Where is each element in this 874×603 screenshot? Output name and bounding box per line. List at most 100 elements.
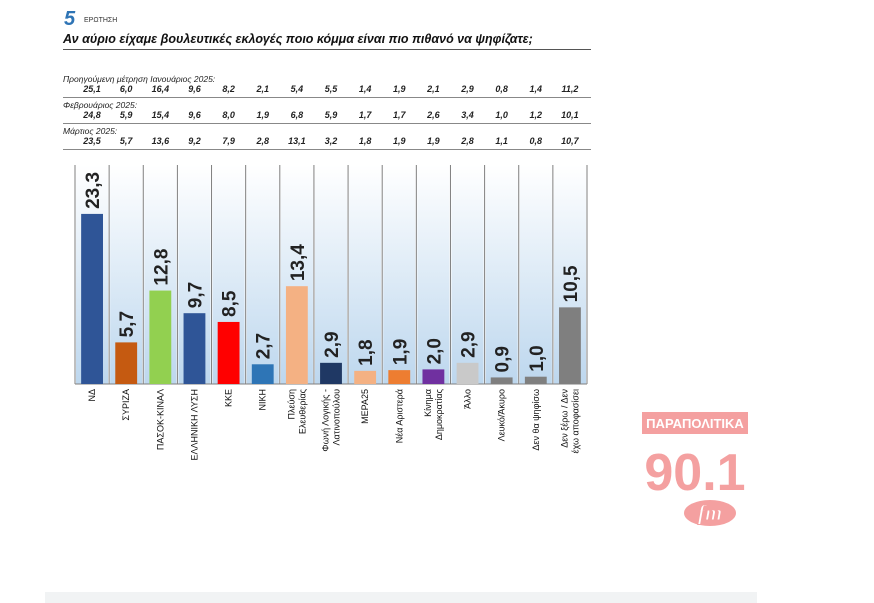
measurement-value: 5,9 <box>119 110 133 120</box>
category-label: Νέα Αριστερά <box>394 389 404 443</box>
category-label: ΣΥΡΙΖΑ <box>121 389 131 421</box>
bar <box>559 307 581 384</box>
measurement-value: 5,9 <box>324 110 338 120</box>
bar-value-label: 13,4 <box>288 244 309 281</box>
bar-value-label: 2,7 <box>254 333 275 359</box>
bar-value-label: 1,0 <box>527 345 548 371</box>
measurement-value: 6,8 <box>290 110 304 120</box>
category-label: Λευκό/Άκυρο <box>497 389 507 441</box>
category-label: ΝΙΚΗ <box>258 389 268 411</box>
category-label: ΠΑΣΟΚ-ΚΙΝΑΛ <box>155 389 165 450</box>
measurement-value: 9,6 <box>188 110 201 120</box>
measurement-value: 10,7 <box>561 136 579 146</box>
category-label: ΝΔ <box>87 389 97 402</box>
measurement-value: 11,2 <box>561 84 579 94</box>
bar <box>149 290 172 384</box>
measurement-value: 1,4 <box>358 84 372 94</box>
bar <box>217 321 240 384</box>
measurement-value: 1,2 <box>529 110 543 120</box>
category-label: Δεν θα ψηφίσω <box>531 389 541 451</box>
bar <box>490 377 513 384</box>
measurement-value: 1,7 <box>393 110 406 120</box>
measurement-value: 5,5 <box>324 84 338 94</box>
category-label: Άλλο <box>463 389 473 409</box>
measurement-value: 10,1 <box>561 110 579 120</box>
column-background <box>417 165 450 384</box>
measurement-value: 5,7 <box>119 136 133 146</box>
measurement-value: 13,6 <box>151 136 170 146</box>
measurement-value: 2,8 <box>256 136 269 146</box>
measurement-value: 5,4 <box>290 84 304 94</box>
measurement-value: 2,1 <box>427 84 440 94</box>
bar-value-label: 12,8 <box>151 249 172 286</box>
column-background <box>519 165 552 384</box>
category-label: Πλεύση <box>286 389 296 420</box>
measurement-value: 1,1 <box>495 136 508 146</box>
paraprolitika-logo: ΠΑΡΑΠΟΛΙΤΙΚΑ 90.1 fm <box>642 412 748 526</box>
measurement-value: 15,4 <box>151 110 170 120</box>
measurement-title: Φεβρουάριος 2025: <box>63 100 138 110</box>
measurement-value: 0,8 <box>529 136 543 146</box>
measurement-value: 24,8 <box>83 110 101 120</box>
question-text: Αν αύριο είχαμε βουλευτικές εκλογές ποιο… <box>63 32 533 46</box>
column-background <box>314 165 348 384</box>
logo-frequency-text: 90.1 <box>644 444 745 502</box>
measurement-value: 2,9 <box>461 84 474 94</box>
bar-value-label: 5,7 <box>117 311 138 337</box>
footer-bar <box>45 592 757 603</box>
bar-value-label: 2,9 <box>322 331 343 357</box>
measurement-value: 2,1 <box>256 84 269 94</box>
measurement-value: 1,9 <box>256 110 269 120</box>
column-background <box>451 165 484 384</box>
bar <box>115 342 138 384</box>
bar <box>183 313 206 384</box>
column-background <box>383 165 416 384</box>
bar <box>388 370 411 384</box>
bar <box>456 362 479 384</box>
measurement-value: 25,1 <box>83 84 101 94</box>
category-label: Δεν ξέρω / Δεν <box>559 389 569 448</box>
measurement-value: 2,8 <box>461 136 474 146</box>
measurement-value: 6,0 <box>119 84 133 94</box>
measurement-value: 1,8 <box>358 136 372 146</box>
bar <box>422 369 445 384</box>
category-label: Λατινοπούλου <box>332 389 342 446</box>
question-label: ΕΡΩΤΗΣΗ <box>84 17 118 24</box>
measurement-value: 1,9 <box>393 84 406 94</box>
measurement-value: 2,6 <box>427 110 440 120</box>
measurement-value: 9,2 <box>188 136 201 146</box>
measurement-value: 23,5 <box>83 136 101 146</box>
bar <box>354 370 377 384</box>
measurement-value: 16,4 <box>151 84 170 94</box>
column-background <box>349 165 382 384</box>
measurement-value: 1,7 <box>358 110 372 120</box>
category-label: ΜΕΡΑ25 <box>360 389 370 424</box>
measurement-value: 0,8 <box>495 84 508 94</box>
measurement-separator <box>63 149 591 150</box>
question-number: 5 <box>64 8 76 30</box>
measurement-value: 8,2 <box>222 84 235 94</box>
measurement-value: 1,0 <box>495 110 508 120</box>
logo-brand-text: ΠΑΡΑΠΟΛΙΤΙΚΑ <box>646 416 744 431</box>
measurement-separator <box>63 123 591 124</box>
bar-value-label: 1,8 <box>356 339 377 365</box>
measurement-title: Μάρτιος 2025: <box>63 126 118 136</box>
column-background <box>485 165 518 384</box>
category-label: ΚΚΕ <box>224 389 234 407</box>
logo-banner <box>642 412 748 434</box>
bar <box>81 213 103 384</box>
measurement-value: 1,4 <box>529 84 543 94</box>
bar-value-label: 8,5 <box>220 290 241 317</box>
bar-value-label: 9,7 <box>185 282 206 308</box>
measurement-value: 7,9 <box>222 136 235 146</box>
measurement-value: 1,9 <box>427 136 440 146</box>
bar <box>524 376 547 384</box>
bar-value-label: 2,9 <box>459 331 480 357</box>
measurement-title: Προηγούμενη μέτρηση Ιανουάριος 2025: <box>63 74 216 84</box>
category-label: έχω αποφασίσει <box>570 389 580 453</box>
bar-value-label: 10,5 <box>561 265 582 302</box>
measurement-value: 13,1 <box>288 136 306 146</box>
category-label: ΕΛΛΗΝΙΚΗ ΛΥΣΗ <box>189 389 199 460</box>
measurement-value: 3,4 <box>461 110 474 120</box>
